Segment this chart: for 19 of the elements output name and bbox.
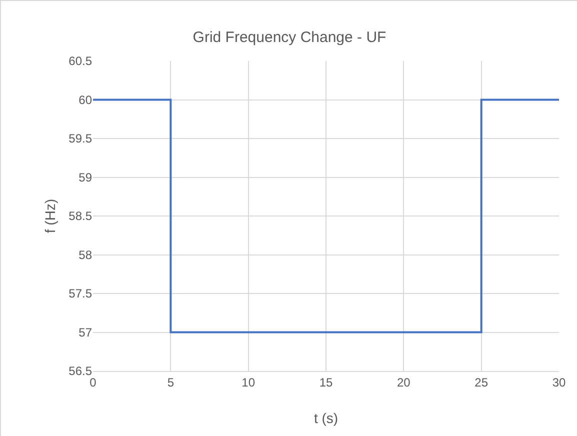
x-tick-label: 25 [474,375,488,390]
y-tick-label: 59 [78,170,92,184]
y-tick-label: 60 [78,92,92,107]
x-tick-label: 10 [242,375,256,390]
y-tick-label: 58.5 [68,209,92,224]
y-axis-title: f (Hz) [42,198,58,234]
y-tick-label: 59.5 [68,132,92,146]
x-tick-label: 15 [319,375,333,390]
x-tick-label: 30 [552,375,566,390]
chart-title: Grid Frequency Change - UF [192,29,386,46]
x-tick-label: 5 [167,375,174,390]
x-axis-title: t (s) [314,410,338,426]
y-tick-label: 58 [78,248,92,262]
x-tick-label: 20 [396,375,411,390]
y-tick-label: 60.5 [68,54,92,68]
x-tick-label: 0 [90,375,97,390]
y-tick-label: 56.5 [68,364,92,378]
y-tick-label: 57.5 [68,286,92,301]
y-tick-label: 57 [78,325,92,340]
